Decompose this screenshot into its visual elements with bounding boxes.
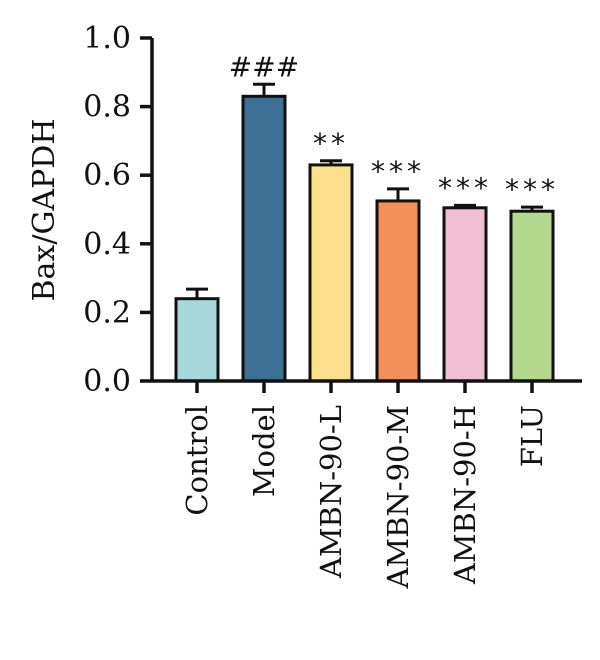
y-tick-label: 0.0 (83, 364, 131, 399)
bar (241, 94, 287, 383)
x-tick-label: Control (180, 405, 214, 516)
significance-label: ** (313, 127, 349, 160)
y-axis: 0.0 0.2 0.4 0.6 0.8 1.0 (83, 21, 154, 399)
x-tick-label: AMBN-90-L (314, 405, 348, 579)
y-axis-label: Bax/GAPDH (27, 119, 62, 302)
y-tick-label: 0.6 (83, 158, 131, 193)
significance-label: ### (229, 50, 299, 83)
y-tick-label: 0.8 (83, 90, 131, 125)
y-tick-label: 0.4 (83, 227, 131, 262)
y-tick-label: 1.0 (83, 21, 131, 56)
x-tick-label: AMBN-90-M (381, 405, 415, 590)
bar (308, 163, 354, 383)
bar (174, 297, 220, 383)
x-tick-label: AMBN-90-H (448, 405, 482, 585)
x-tick-label: Model (247, 405, 281, 497)
bar (442, 206, 488, 383)
y-tick-label: 0.2 (83, 295, 131, 330)
significance-label: *** (505, 173, 559, 206)
significance-label: *** (438, 171, 492, 204)
significance-label: *** (371, 155, 425, 188)
bars-group: ###***** *** *** (174, 50, 559, 383)
bar (375, 199, 421, 383)
x-axis: Control Model AMBN-90-L AMBN-90-M AMBN-90-H F… (152, 379, 582, 590)
bar (509, 209, 555, 383)
x-tick-label: FLU (515, 405, 549, 467)
